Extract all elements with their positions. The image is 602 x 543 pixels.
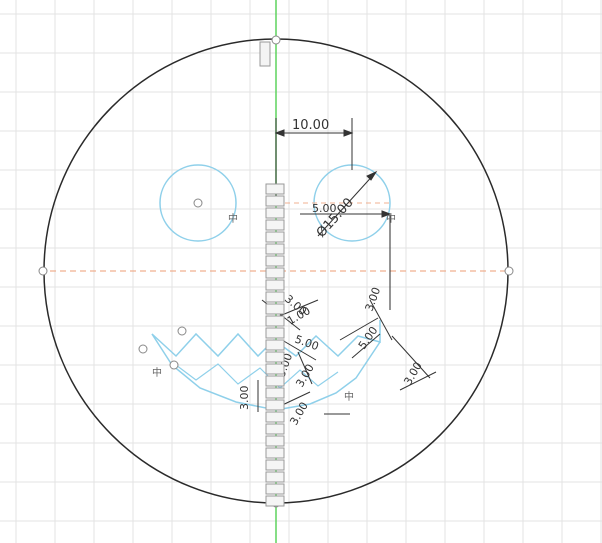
dimension-mouth-j[interactable]: 3.00 [401,360,425,388]
face-point-left[interactable] [38,266,48,276]
constraint-box[interactable] [265,483,285,495]
constraint-box[interactable] [265,339,285,351]
constraint-box[interactable] [265,363,285,375]
constraint-box[interactable] [265,387,285,399]
mouth-point-left[interactable] [138,344,148,354]
constraint-box[interactable] [265,303,285,315]
dimension-mouth-i[interactable]: 3.00 [363,286,384,313]
left-eye-circle[interactable] [159,164,237,242]
constraint-box[interactable] [265,219,285,231]
constraint-box[interactable] [265,447,285,459]
coincident-constraint-chain[interactable] [265,183,285,507]
mouth-point-upper-left[interactable] [177,326,187,336]
constraint-box[interactable] [265,435,285,447]
constraint-box[interactable] [265,411,285,423]
dimension-mouth-f[interactable]: 3.00 [238,386,251,411]
face-point-right[interactable] [504,266,514,276]
dimension-eye-diameter[interactable] [300,170,392,237]
constraint-box[interactable] [265,495,285,507]
dimension-mouth-e[interactable]: 3.00 [293,362,317,390]
left-eye-center[interactable] [193,198,203,208]
constraint-glyph[interactable]: 中 [228,212,238,225]
dimension-eye-offset-label[interactable]: 5.00 [312,202,337,215]
constraint-box[interactable] [265,375,285,387]
constraint-glyph[interactable]: 中 [152,366,162,379]
constraint-box[interactable] [265,327,285,339]
constraint-glyph[interactable]: 中 [344,390,354,403]
constraint-box[interactable] [265,315,285,327]
mouth-point-mid[interactable] [169,360,179,370]
constraint-icon-top[interactable] [259,41,271,67]
face-point-top[interactable] [271,35,281,45]
constraint-box[interactable] [265,207,285,219]
constraint-box[interactable] [265,399,285,411]
constraint-box[interactable] [265,255,285,267]
constraint-box[interactable] [265,459,285,471]
constraint-glyphs: 中 中 中 中 [152,212,396,403]
constraint-box[interactable] [265,231,285,243]
constraint-box[interactable] [265,195,285,207]
constraint-box[interactable] [265,471,285,483]
constraint-box[interactable] [265,279,285,291]
constraint-box[interactable] [265,351,285,363]
dimension-top-width-label[interactable]: 10.00 [292,118,329,133]
mouth-lower-zigzag[interactable] [175,363,339,389]
constraint-box[interactable] [265,183,285,195]
constraint-box[interactable] [265,243,285,255]
constraint-box[interactable] [265,423,285,435]
constraint-glyph[interactable]: 中 [386,212,396,225]
constraint-box[interactable] [265,267,285,279]
constraint-box[interactable] [265,291,285,303]
